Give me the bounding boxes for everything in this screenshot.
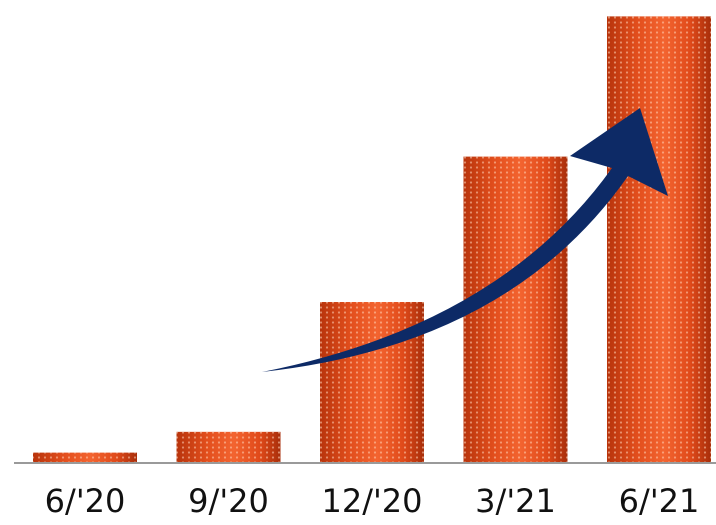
x-axis-labels: 6/'20 9/'20 12/'20 3/'21 6/'21 (45, 482, 700, 520)
x-tick-label: 3/'21 (475, 482, 556, 520)
bar-4 (607, 16, 711, 464)
x-tick-label: 12/'20 (321, 482, 422, 520)
trend-arrow (262, 108, 668, 372)
bar-2 (320, 302, 424, 463)
x-tick-label: 6/'21 (619, 482, 700, 520)
bar-3 (463, 156, 568, 463)
bar-texture (33, 452, 137, 463)
bar-texture (463, 156, 568, 463)
bars-group (33, 16, 711, 464)
bar-texture (320, 302, 424, 463)
bar-1 (176, 431, 281, 463)
x-tick-label: 9/'20 (188, 482, 269, 520)
bar-texture (607, 16, 711, 464)
bar-0 (33, 452, 137, 463)
x-tick-label: 6/'20 (45, 482, 126, 520)
bar-texture (176, 431, 281, 463)
